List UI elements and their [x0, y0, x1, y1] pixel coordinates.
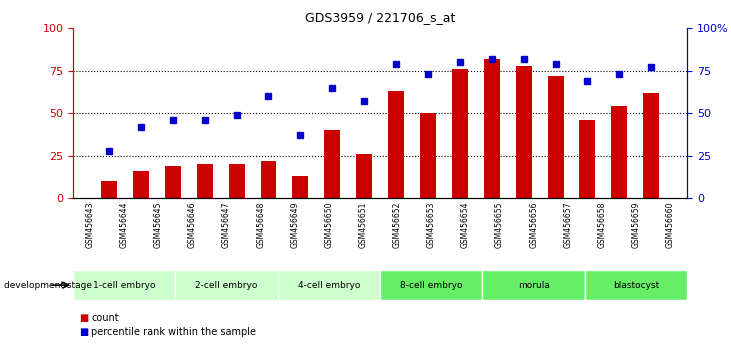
Bar	[484, 59, 500, 198]
Text: GSM456646: GSM456646	[188, 201, 197, 248]
Text: GSM456645: GSM456645	[154, 201, 163, 248]
Bar	[643, 93, 659, 198]
Text: GDS3959 / 221706_s_at: GDS3959 / 221706_s_at	[305, 11, 455, 24]
Text: GSM456656: GSM456656	[529, 201, 538, 248]
Text: GSM456649: GSM456649	[290, 201, 299, 248]
Text: blastocyst: blastocyst	[613, 281, 659, 290]
Bar	[197, 164, 213, 198]
Bar	[452, 69, 468, 198]
Bar	[356, 154, 372, 198]
Bar	[292, 176, 308, 198]
Text: 2-cell embryo: 2-cell embryo	[195, 281, 258, 290]
Text: GSM456652: GSM456652	[393, 201, 401, 248]
Bar	[73, 270, 175, 300]
Text: GSM456651: GSM456651	[359, 201, 368, 248]
Text: 4-cell embryo: 4-cell embryo	[298, 281, 360, 290]
Text: GSM456658: GSM456658	[597, 201, 606, 248]
Bar	[101, 181, 117, 198]
Text: GSM456650: GSM456650	[325, 201, 333, 248]
Text: development stage: development stage	[4, 281, 91, 290]
Bar	[548, 76, 564, 198]
Bar	[585, 270, 687, 300]
Text: GSM456647: GSM456647	[222, 201, 231, 248]
Text: count: count	[91, 313, 119, 323]
Bar	[278, 270, 380, 300]
Text: percentile rank within the sample: percentile rank within the sample	[91, 327, 257, 337]
Text: ■: ■	[80, 313, 93, 323]
Text: morula: morula	[518, 281, 550, 290]
Text: GSM456653: GSM456653	[427, 201, 436, 248]
Bar	[515, 66, 531, 198]
Bar	[380, 270, 482, 300]
Bar	[175, 270, 278, 300]
Bar	[133, 171, 149, 198]
Text: GSM456657: GSM456657	[564, 201, 572, 248]
Text: GSM456655: GSM456655	[495, 201, 504, 248]
Bar	[580, 120, 596, 198]
Text: ■: ■	[80, 327, 93, 337]
Bar	[420, 113, 436, 198]
Text: GSM456660: GSM456660	[666, 201, 675, 248]
Text: GSM456648: GSM456648	[257, 201, 265, 248]
Bar	[611, 107, 627, 198]
Bar	[482, 270, 585, 300]
Text: GSM456654: GSM456654	[461, 201, 470, 248]
Text: 8-cell embryo: 8-cell embryo	[400, 281, 463, 290]
Bar	[388, 91, 404, 198]
Text: GSM456643: GSM456643	[86, 201, 94, 248]
Bar	[260, 161, 276, 198]
Text: GSM456659: GSM456659	[632, 201, 640, 248]
Text: 1-cell embryo: 1-cell embryo	[93, 281, 156, 290]
Bar	[164, 166, 181, 198]
Text: GSM456644: GSM456644	[120, 201, 129, 248]
Bar	[325, 130, 340, 198]
Bar	[229, 164, 245, 198]
